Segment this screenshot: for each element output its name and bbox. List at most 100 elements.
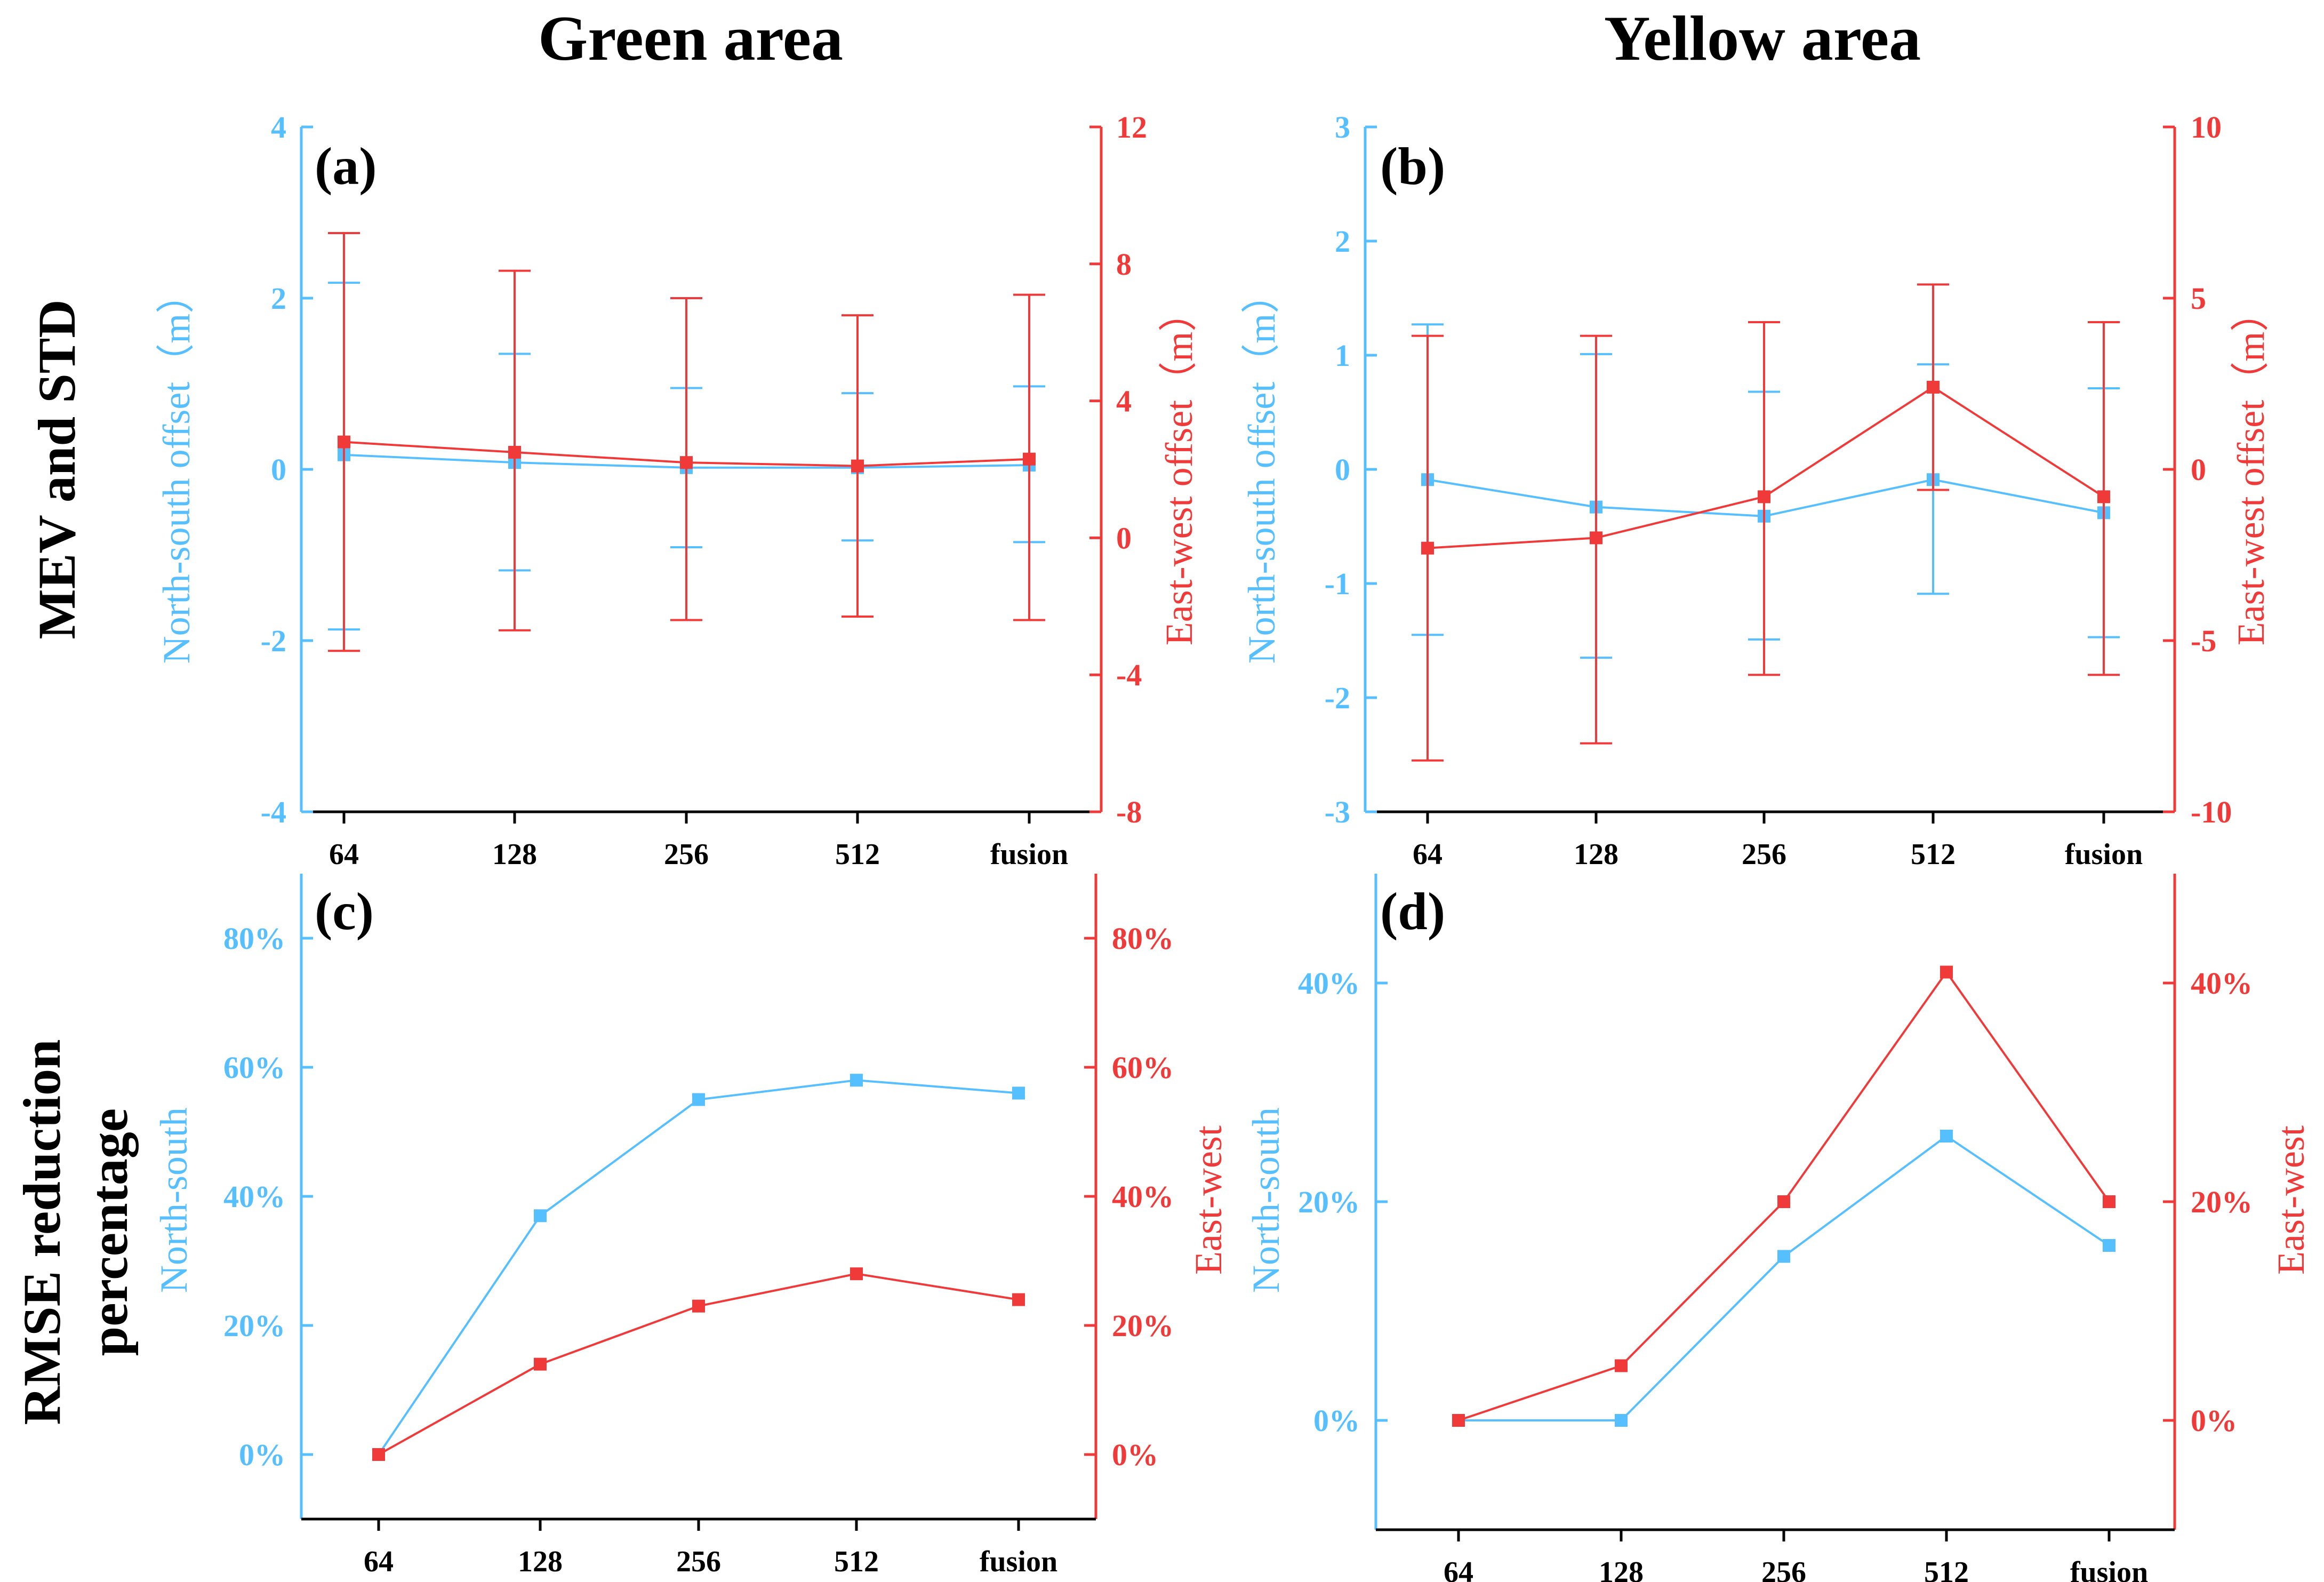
right-axis-tick-label: 60% xyxy=(1112,1050,1174,1085)
east-west-point xyxy=(1940,965,1953,979)
north-south-point xyxy=(692,1093,705,1106)
right-axis-tick-label: 10 xyxy=(2191,110,2222,145)
east-west-point xyxy=(851,459,864,473)
x-axis-tick-label: 64 xyxy=(329,838,359,871)
north-south-point xyxy=(1615,1414,1628,1427)
east-west-point xyxy=(1012,1293,1025,1306)
east-west-point xyxy=(1777,1195,1790,1208)
east-west-point xyxy=(1421,541,1434,555)
left-axis-tick-label: 20% xyxy=(223,1308,285,1343)
right-axis-tick-label: 12 xyxy=(1116,110,1147,145)
right-axis-title: East-west xyxy=(1187,1125,1230,1275)
east-west-point xyxy=(850,1267,863,1281)
east-west-point xyxy=(1927,380,1940,394)
left-axis-tick-label: -2 xyxy=(1325,681,1350,715)
right-axis-tick-label: 0 xyxy=(1116,521,1132,555)
x-axis-tick-label: 128 xyxy=(1599,1556,1644,1582)
right-axis-tick-label: -5 xyxy=(2191,624,2216,658)
north-south-point xyxy=(1012,1086,1025,1100)
east-west-point xyxy=(692,1299,705,1313)
right-axis-tick-label: 8 xyxy=(1116,247,1132,282)
right-axis-title: East-west xyxy=(2270,1125,2312,1275)
row-title-rmse-line1: RMSE reduction xyxy=(12,1039,71,1425)
panel-label: (d) xyxy=(1380,882,1445,941)
left-axis-title: North-south offset（m） xyxy=(155,275,198,664)
north-south-point xyxy=(2103,1239,2115,1252)
left-axis-tick-label: 4 xyxy=(271,110,286,145)
panel-a: -4 -2 0 2 4 -8 -4 0 4 8 12 64 128 256 512 fusion North-s… xyxy=(155,110,1200,871)
row-title-mev-std: MEV and STD xyxy=(27,299,86,639)
right-axis-tick-label: 5 xyxy=(2191,281,2206,316)
x-axis-tick-label: 64 xyxy=(1413,838,1443,871)
north-south-point xyxy=(850,1074,863,1087)
x-axis-tick-label: 256 xyxy=(676,1545,721,1578)
left-axis-title: North-south xyxy=(1245,1107,1287,1293)
east-west-point xyxy=(1615,1359,1628,1372)
row-title-rmse-line2: percentage xyxy=(79,1108,139,1356)
x-axis-tick-label: fusion xyxy=(2070,1556,2148,1582)
x-axis-tick-label: fusion xyxy=(2065,838,2143,871)
x-axis-tick-label: 512 xyxy=(834,1545,879,1578)
right-axis-tick-label: 0% xyxy=(2191,1403,2237,1438)
right-axis-tick-label: -10 xyxy=(2191,795,2232,829)
right-axis-tick-label: 0% xyxy=(1112,1437,1158,1472)
left-axis-tick-label: 0% xyxy=(1313,1403,1360,1438)
left-axis-tick-label: 2 xyxy=(1335,224,1350,259)
x-axis-tick-label: 512 xyxy=(1924,1556,1969,1582)
right-axis-tick-label: -8 xyxy=(1116,795,1142,829)
panel-d: 0% 20% 40% 0% 20% 40% 64 128 256 512 fusion North-s… xyxy=(1245,874,2312,1582)
left-axis-tick-label: -1 xyxy=(1325,566,1350,601)
x-axis-tick-label: 128 xyxy=(1574,838,1618,871)
x-axis-tick-label: 128 xyxy=(518,1545,563,1578)
right-axis-tick-label: 40% xyxy=(1112,1179,1174,1214)
left-axis-tick-label: 2 xyxy=(271,281,286,316)
panel-c: 0% 20% 40% 60% 80% 0% 20% 40% 60% 80% 64 128 256 512 f… xyxy=(153,874,1230,1578)
right-axis-tick-label: 20% xyxy=(1112,1308,1174,1343)
east-west-point xyxy=(1758,490,1770,504)
left-axis-tick-label: 80% xyxy=(223,921,285,956)
x-axis-tick-label: 512 xyxy=(1911,838,1956,871)
right-axis-title: East-west offset（m） xyxy=(2230,293,2272,646)
left-axis-tick-label: 0 xyxy=(271,452,286,487)
left-axis-tick-label: -4 xyxy=(261,795,286,829)
east-west-point xyxy=(1452,1414,1465,1427)
east-west-point xyxy=(534,1357,547,1371)
right-axis-tick-label: 40% xyxy=(2191,966,2253,1001)
north-south-point xyxy=(1940,1130,1953,1142)
left-axis-title: North-south offset（m） xyxy=(1240,275,1283,664)
north-south-point xyxy=(534,1209,547,1223)
x-axis-tick-label: 256 xyxy=(1761,1556,1806,1582)
right-axis-tick-label: 0 xyxy=(2191,452,2206,487)
right-axis-tick-label: -4 xyxy=(1116,658,1142,692)
x-axis-tick-label: 64 xyxy=(1444,1556,1473,1582)
left-axis-tick-label: -3 xyxy=(1325,795,1350,829)
east-west-point xyxy=(680,456,693,469)
left-axis-tick-label: 1 xyxy=(1335,338,1350,373)
east-west-point xyxy=(2097,490,2110,504)
east-west-point xyxy=(1590,531,1602,545)
x-axis-tick-label: 512 xyxy=(835,838,880,871)
x-axis-tick-label: fusion xyxy=(980,1545,1057,1578)
panel-label: (a) xyxy=(315,137,377,196)
east-west-point xyxy=(372,1448,385,1461)
east-west-point xyxy=(2103,1195,2115,1208)
x-axis-tick-label: 256 xyxy=(1742,838,1786,871)
column-title-yellow: Yellow area xyxy=(1604,3,1921,74)
left-axis-tick-label: 40% xyxy=(223,1179,285,1214)
x-axis-tick-label: fusion xyxy=(990,838,1068,871)
panel-label: (c) xyxy=(315,882,374,941)
x-axis-tick-label: 256 xyxy=(664,838,709,871)
x-axis-tick-label: 128 xyxy=(492,838,537,871)
left-axis-tick-label: 0 xyxy=(1335,452,1350,487)
left-axis-tick-label: 40% xyxy=(1298,966,1360,1001)
x-axis-tick-label: 64 xyxy=(364,1545,394,1578)
left-axis-tick-label: 0% xyxy=(239,1437,285,1472)
right-axis-tick-label: 4 xyxy=(1116,384,1132,419)
east-west-point xyxy=(338,435,350,449)
north-south-point xyxy=(1777,1250,1790,1263)
right-axis-tick-label: 80% xyxy=(1112,921,1174,956)
left-axis-title: North-south xyxy=(153,1107,195,1293)
